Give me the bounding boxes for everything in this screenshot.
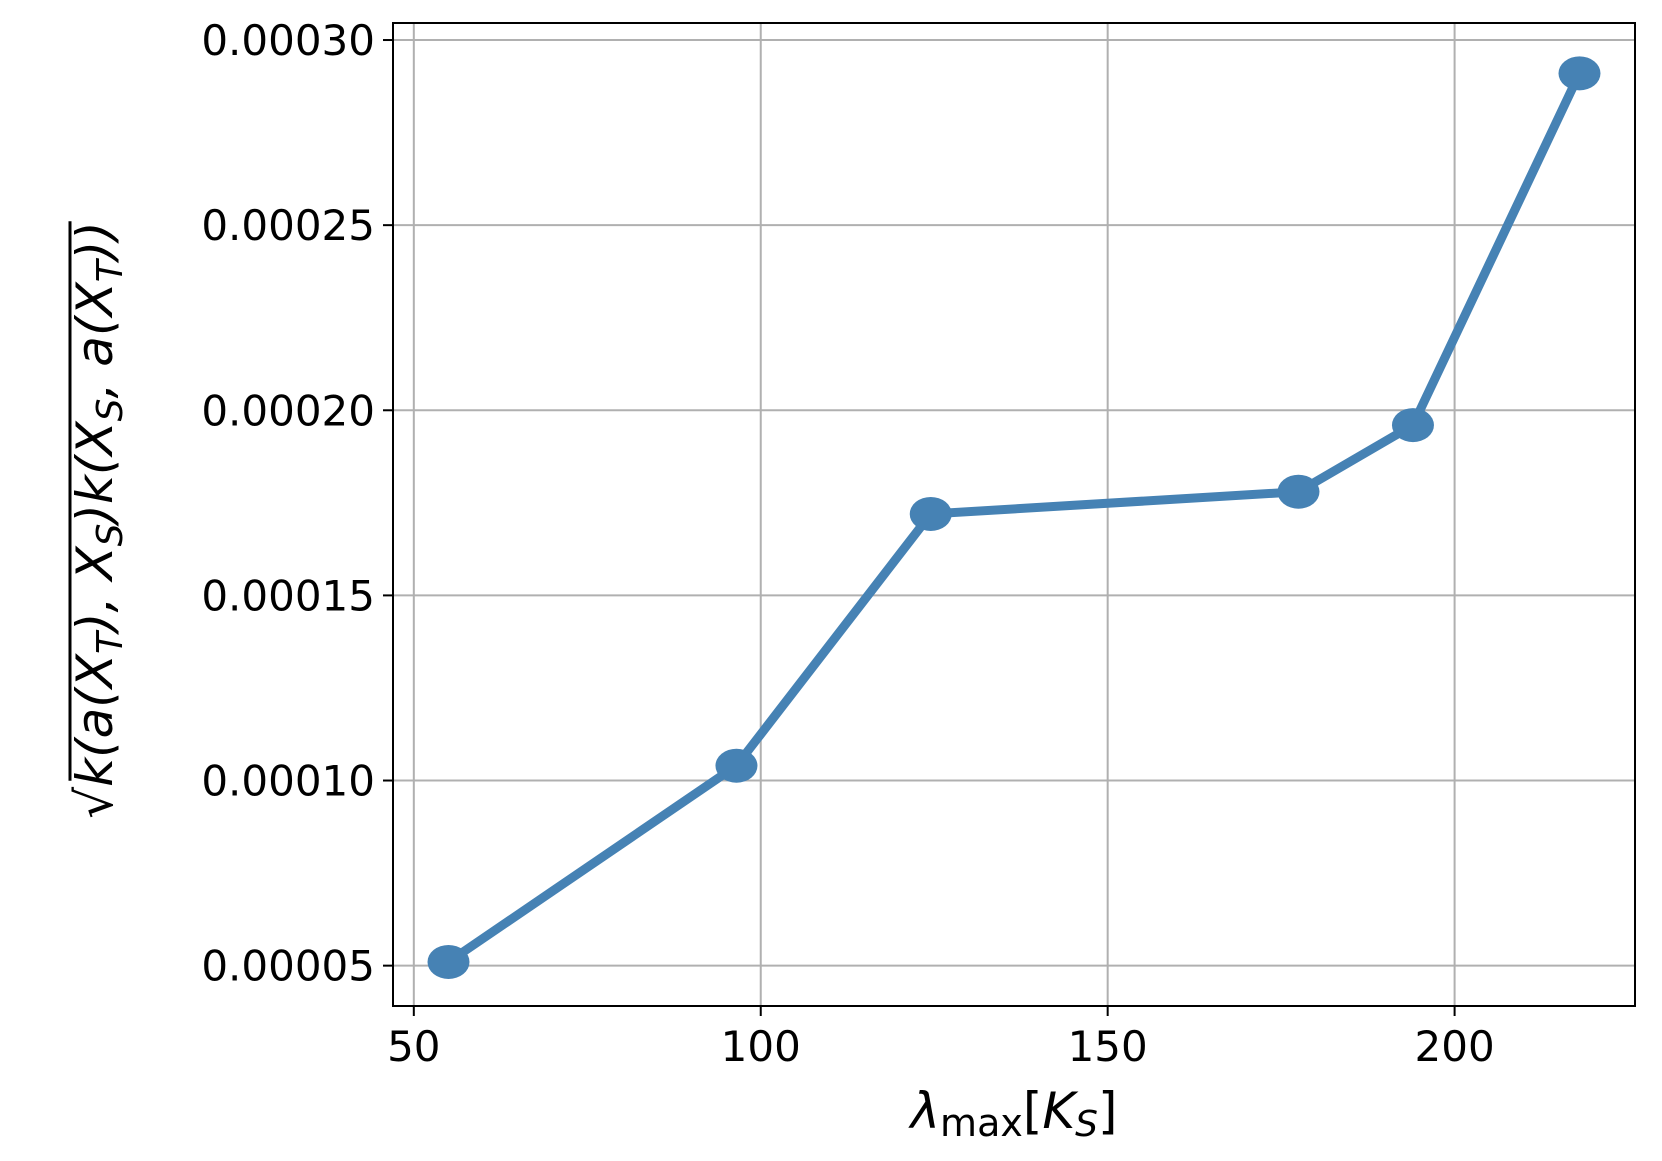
grid-lines: [393, 23, 1635, 1006]
data-point: [909, 496, 952, 531]
y-axis-label-part: S: [90, 398, 131, 421]
x-axis-label-lambda: λ: [907, 1082, 940, 1140]
x-axis-label-var-sub: S: [1075, 1104, 1098, 1145]
x-axis-label-sub: max: [940, 1101, 1023, 1145]
y-tick-label: 0.00020: [201, 386, 375, 435]
x-tick-label: 150: [1068, 1022, 1148, 1071]
y-axis-label: √k(a(XT), XS)k(XS, a(XT)): [66, 221, 131, 818]
y-tick-label: 0.00005: [201, 942, 375, 991]
x-tick-label: 200: [1415, 1022, 1495, 1071]
data-point: [715, 748, 758, 783]
x-axis-label-var: K: [1042, 1082, 1079, 1140]
x-tick-label: 50: [387, 1022, 440, 1071]
y-axis-label-part: T: [90, 257, 131, 282]
y-tick-label: 0.00010: [201, 757, 375, 806]
data-point: [1277, 474, 1320, 509]
y-axis-label-part: , a(X: [66, 281, 124, 399]
data-series: [427, 56, 1601, 979]
y-axis-label-part: T: [90, 629, 131, 654]
tick-labels: 50 100 150 200 0.00005 0.00010 0.00015 0.00020 0…: [201, 16, 1494, 1071]
x-tick-label: 100: [721, 1022, 801, 1071]
data-point: [1558, 56, 1601, 91]
y-axis-label-part: k(a(X: [66, 652, 124, 787]
axis-ticks: [383, 39, 1456, 1016]
x-axis-label-open: [: [1023, 1082, 1043, 1140]
plot-frame: [392, 22, 1636, 1007]
y-tick-label: 0.00015: [201, 571, 375, 620]
y-tick-label: 0.00030: [201, 16, 375, 65]
x-axis-label-close: ]: [1098, 1082, 1118, 1140]
y-axis-label-part: )): [66, 221, 124, 264]
x-axis-label: λmax[KS]: [907, 1082, 1117, 1145]
data-point: [1391, 408, 1434, 443]
y-tick-label: 0.00025: [201, 201, 375, 250]
y-axis-label-part: ), X: [66, 545, 124, 636]
y-axis-label-part: √: [66, 787, 124, 819]
y-axis-label-part: )k(X: [66, 420, 124, 528]
y-axis-label-part: S: [90, 524, 131, 547]
series-line: [444, 68, 1584, 967]
data-point: [427, 944, 470, 979]
